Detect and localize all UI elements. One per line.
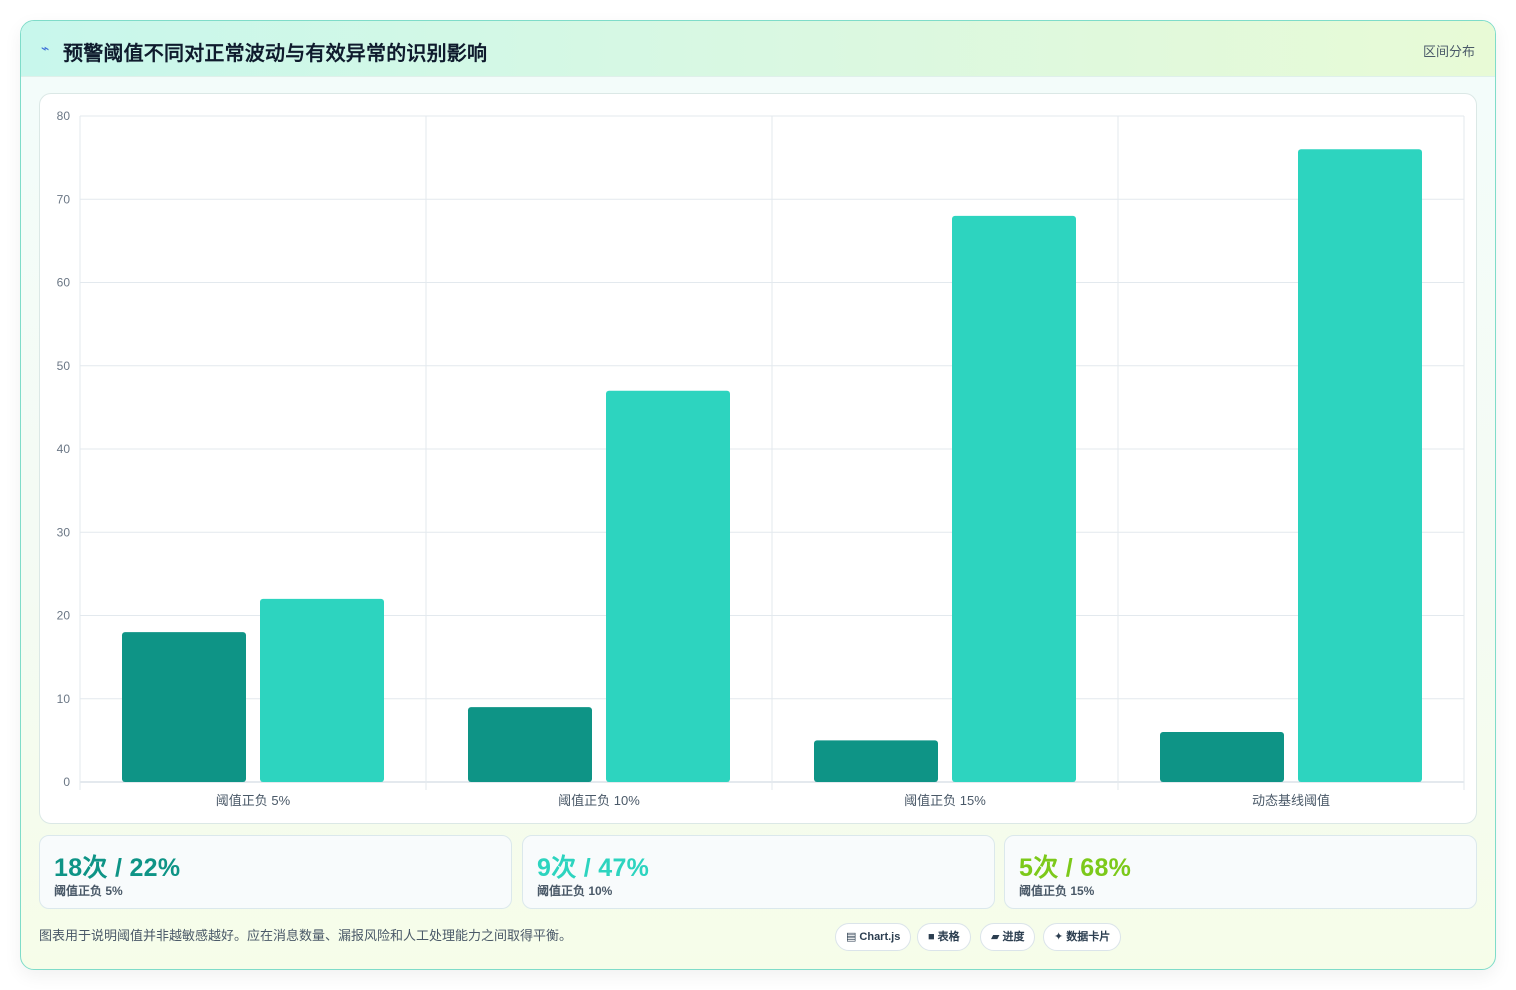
y-tick-label: 0 [63,775,70,789]
stat-label: 阈值正负 5% [54,884,123,898]
chip-label: Chart.js [859,931,901,943]
bar [606,390,730,782]
chart-panel: 0 10 20 30 40 50 60 70 80 阈值正负 5% 阈值正负 10% 阈值正负 15%… [39,93,1477,824]
y-tick-label: 70 [57,192,71,206]
y-tick-label: 40 [57,442,71,456]
chip-label: 数据卡片 [1066,931,1111,943]
bar [814,740,938,782]
chip-chartjs[interactable]: ▤ Chart.js [835,923,912,951]
x-tick-label: 阈值正负 5% [216,793,291,808]
stat-value: 9次 / 47% [537,854,650,882]
bar [468,707,592,782]
card-header: ⌁ 预警阈值不同对正常波动与有效异常的识别影响 区间分布 [21,21,1495,77]
footer-note: 图表用于说明阈值并非越敏感越好。应在消息数量、漏报风险和人工处理能力之间取得平衡… [39,928,573,943]
y-tick-label: 80 [57,109,71,123]
bar-chart: 0 10 20 30 40 50 60 70 80 阈值正负 5% 阈值正负 10% 阈值正负 15%… [57,109,1465,808]
wave-icon: ⌁ [41,40,50,56]
bar [1160,732,1284,782]
bar [260,598,384,782]
stat-card-2: 9次 / 47% 阈值正负 10% [522,835,995,909]
bar [952,215,1076,782]
chip-datacard[interactable]: ✦ 数据卡片 [1043,923,1122,951]
y-tick-label: 50 [57,359,71,373]
stat-label: 阈值正负 10% [537,884,613,898]
table-icon: ■ [928,931,935,943]
stat-label: 阈值正负 15% [1019,884,1095,898]
y-tick-label: 30 [57,525,71,539]
chip-label: 表格 [937,931,960,943]
y-tick-label: 10 [57,692,71,706]
x-tick-label: 阈值正负 10% [558,793,640,808]
sparkle-icon: ✦ [1054,931,1064,943]
chip-table[interactable]: ■ 表格 [917,923,971,951]
stat-value: 18次 / 22% [54,854,181,882]
y-tick-label: 20 [57,609,71,623]
x-tick-label: 阈值正负 15% [904,793,986,808]
chip-label: 进度 [1002,931,1025,943]
bar [1298,149,1422,783]
y-tick-label: 60 [57,276,71,290]
x-tick-label: 动态基线阈值 [1252,793,1330,808]
stat-card-1: 18次 / 22% 阈值正负 5% [39,835,512,909]
stat-cards: 18次 / 22% 阈值正负 5% 9次 / 47% 阈值正负 10% 5次 /… [39,835,1477,909]
stat-card-3: 5次 / 68% 阈值正负 15% [1004,835,1477,909]
chart-title: 预警阈值不同对正常波动与有效异常的识别影响 [63,43,488,65]
chart-card: ⌁ 预警阈值不同对正常波动与有效异常的识别影响 区间分布 0 10 20 30 40 50… [20,20,1496,970]
chart-icon: ▤ [846,931,857,943]
chart-type-tag: 区间分布 [1422,44,1475,59]
stat-value: 5次 / 68% [1019,854,1132,882]
bar [122,632,246,782]
chip-progress[interactable]: ▰ 进度 [980,923,1036,951]
progress-icon: ▰ [991,931,1000,943]
